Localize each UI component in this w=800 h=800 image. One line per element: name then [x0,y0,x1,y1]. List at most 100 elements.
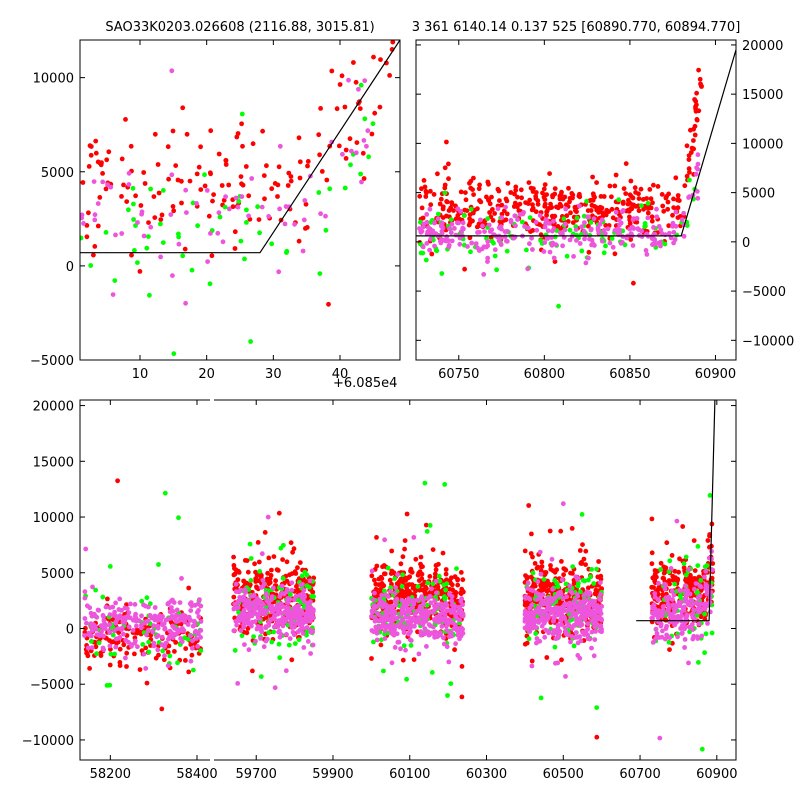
point-pink [670,223,675,229]
point-red [490,207,495,212]
point-red [471,175,476,181]
point-pink [446,659,452,665]
point-pink [388,611,394,616]
point-red [316,132,322,138]
point-red [459,664,465,669]
point-red [339,73,345,79]
point-pink [549,556,555,562]
point-pink [370,597,376,603]
point-red [265,570,270,576]
point-pink [446,242,452,248]
point-pink [438,630,443,636]
point-red [631,202,637,208]
point-red [379,581,385,586]
point-red [208,171,214,177]
point-red [324,177,330,183]
point-pink [589,611,595,616]
point-pink [409,605,415,611]
point-pink [660,604,666,609]
point-pink [198,635,204,640]
point-pink [231,606,237,612]
point-red [444,577,449,583]
point-red [540,587,546,592]
point-red [329,68,335,74]
point-green [704,563,710,568]
point-pink [668,235,674,241]
point-pink [682,588,687,594]
point-pink [390,624,395,630]
point-pink [107,643,113,649]
point-pink [441,635,446,641]
point-green [579,248,585,254]
point-pink [452,226,457,231]
point-green [146,649,152,655]
point-pink [457,234,463,240]
point-red [692,132,698,138]
point-red [235,131,241,136]
point-red [535,201,541,207]
point-red [253,569,258,575]
point-pink [555,625,561,631]
point-red [152,215,158,221]
point-green [586,577,591,583]
point-red [415,629,420,635]
point-pink [422,626,428,631]
point-pink [119,231,125,236]
point-pink [599,604,605,609]
point-green [695,544,701,549]
point-red [97,195,103,200]
point-pink [582,220,587,226]
point-green [442,482,448,487]
point-pink [299,617,305,622]
point-pink [659,634,665,640]
point-red [555,224,561,229]
point-red [468,178,474,184]
point-red [666,191,671,197]
point-pink [682,583,688,589]
point-green [362,116,368,122]
point-pink [95,607,101,613]
x-tick-label: 60100 [389,767,430,782]
point-green [96,640,102,646]
point-pink [323,213,328,219]
model-line [80,40,400,254]
point-red [296,238,302,244]
point-red [231,594,237,600]
point-red [106,149,112,155]
point-pink [689,622,695,627]
point-red [627,201,633,206]
point-pink [421,221,427,227]
point-red [432,571,438,577]
point-pink [283,611,289,616]
point-pink [542,224,548,230]
point-red [275,568,281,573]
point-green [461,213,467,218]
point-green [424,529,430,534]
point-pink [128,642,134,647]
point-pink [407,610,413,616]
point-pink [672,607,678,613]
point-pink [284,605,289,611]
point-red [378,574,384,580]
point-red [497,198,502,204]
point-red [449,201,455,207]
point-pink [545,228,551,234]
point-pink [581,228,587,234]
point-green [89,639,94,644]
point-green [239,111,245,117]
point-red [170,128,176,134]
point-pink [427,609,432,615]
point-pink [573,227,579,233]
point-pink [239,194,245,200]
point-red [231,554,237,560]
point-pink [132,614,138,619]
point-green [442,595,448,601]
point-green [171,351,177,357]
point-red [499,202,505,208]
point-red [250,141,256,147]
point-pink [669,588,675,594]
point-pink [695,195,701,201]
point-pink [135,644,140,650]
point-red [431,192,437,197]
point-red [590,191,596,197]
